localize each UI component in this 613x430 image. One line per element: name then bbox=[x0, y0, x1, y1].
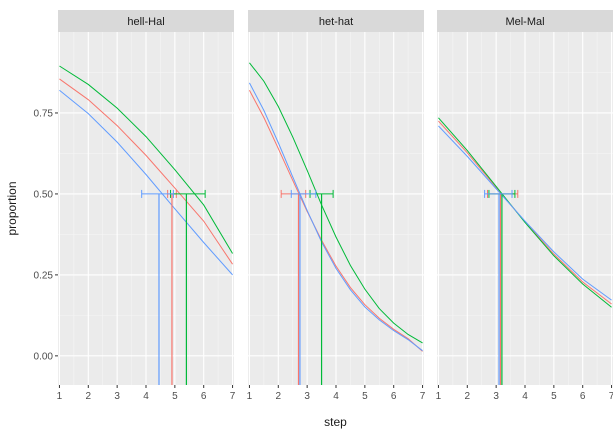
x-tick-label: 7 bbox=[230, 391, 236, 402]
facet-panel: Mel-Mal 1 2 3 4 5 6 7 bbox=[436, 10, 613, 402]
x-tick-label: 1 bbox=[57, 391, 63, 402]
x-tick-label: 4 bbox=[333, 391, 339, 402]
y-axis-title: proportion bbox=[5, 181, 19, 235]
y-tick-label: 0.25 bbox=[34, 270, 54, 281]
facet-strip-label: het-hat bbox=[319, 16, 353, 28]
x-tick-label: 7 bbox=[609, 391, 613, 402]
x-tick-label: 5 bbox=[172, 391, 178, 402]
facet-panel: hell-Hal 1 2 3 4 5 6 7 bbox=[57, 10, 236, 402]
x-tick-label: 6 bbox=[391, 391, 397, 402]
x-tick-label: 5 bbox=[551, 391, 557, 402]
x-tick-label: 6 bbox=[580, 391, 586, 402]
x-tick-label: 4 bbox=[143, 391, 149, 402]
x-tick-label: 3 bbox=[114, 391, 120, 402]
facet-strip bbox=[437, 10, 613, 32]
x-tick-label: 3 bbox=[493, 391, 499, 402]
panels-layer: hell-Hal 1 2 3 4 5 6 7 het-hat 1 2 3 4 5 6 7 Mel-Mal 1 2 3 4… bbox=[57, 10, 613, 402]
x-tick-label: 2 bbox=[86, 391, 92, 402]
series-line-green bbox=[438, 117, 612, 308]
series-line-green bbox=[249, 62, 423, 344]
y-tick-label: 0.00 bbox=[34, 351, 54, 362]
x-tick-label: 4 bbox=[522, 391, 528, 402]
facet-strip bbox=[248, 10, 424, 32]
y-axis: 0.00 0.25 0.50 0.75 bbox=[34, 108, 58, 362]
x-tick-label: 5 bbox=[362, 391, 368, 402]
series-line-blue bbox=[59, 89, 233, 276]
x-tick-label: 2 bbox=[465, 391, 471, 402]
x-tick-label: 1 bbox=[247, 391, 253, 402]
series-line-blue bbox=[438, 125, 612, 301]
series-line-green bbox=[59, 65, 233, 254]
facet-strip-label: hell-Hal bbox=[127, 16, 164, 28]
x-tick-label: 2 bbox=[276, 391, 282, 402]
y-tick-label: 0.75 bbox=[34, 108, 54, 119]
x-tick-label: 7 bbox=[420, 391, 426, 402]
series-line-red bbox=[248, 90, 423, 352]
x-axis-title: step bbox=[324, 415, 347, 429]
facet-strip bbox=[58, 10, 234, 32]
x-tick-label: 1 bbox=[436, 391, 442, 402]
series-line-blue bbox=[248, 82, 423, 352]
x-tick-label: 6 bbox=[201, 391, 207, 402]
x-tick-label: 3 bbox=[304, 391, 310, 402]
facet-panel: het-hat 1 2 3 4 5 6 7 bbox=[247, 10, 426, 402]
series-line-red bbox=[59, 78, 233, 265]
facet-strip-label: Mel-Mal bbox=[505, 16, 544, 28]
y-tick-label: 0.50 bbox=[34, 189, 54, 200]
